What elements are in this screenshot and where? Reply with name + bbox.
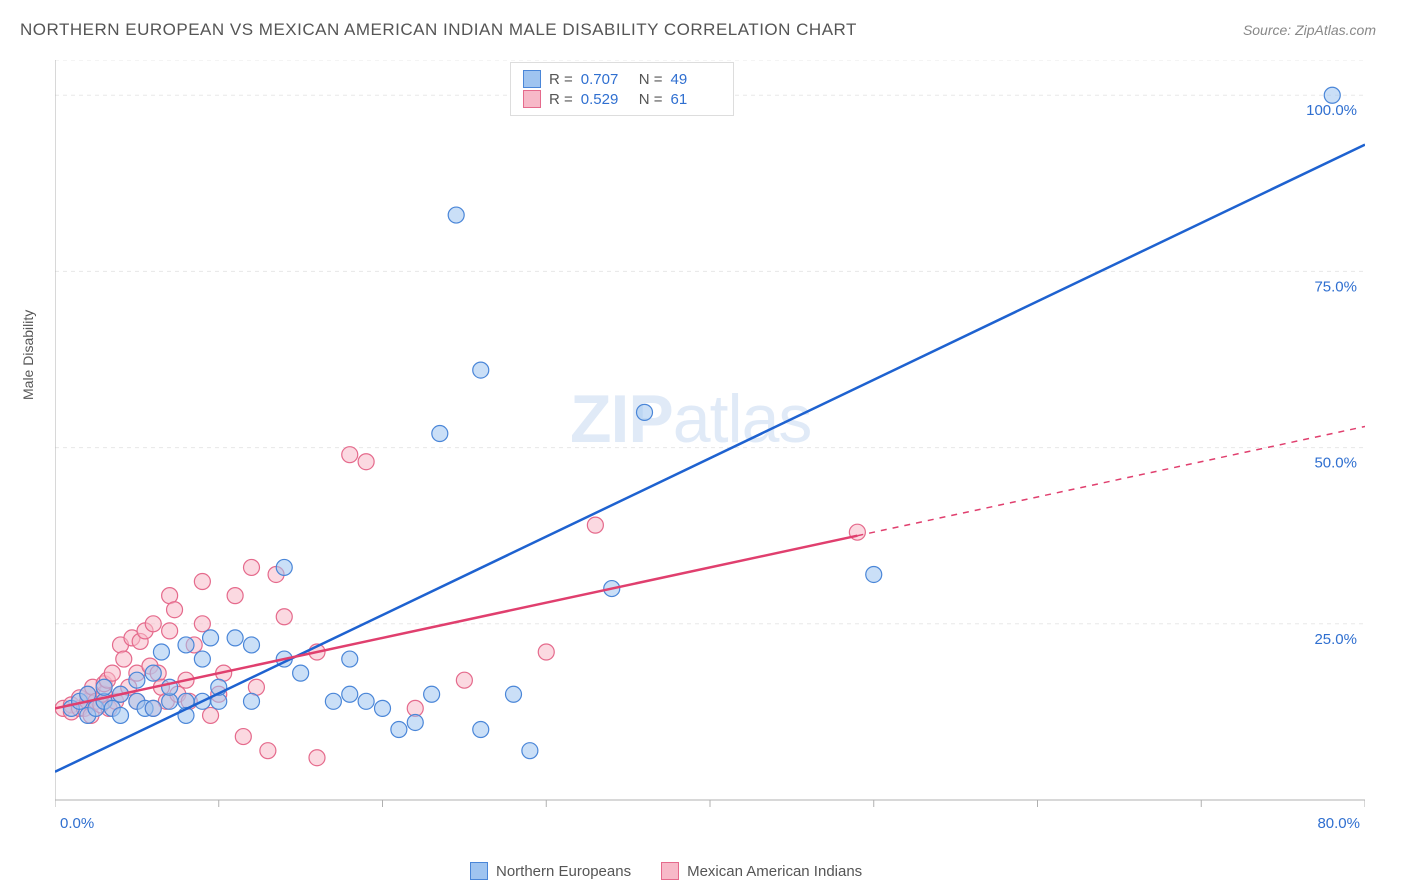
legend-row-series-1: R = 0.707 N = 49 <box>523 70 721 88</box>
r-label: R = <box>549 71 573 88</box>
legend-item-2: Mexican American Indians <box>661 862 862 880</box>
r-value-1: 0.707 <box>581 71 631 88</box>
swatch-bottom-2 <box>661 862 679 880</box>
r-label: R = <box>549 91 573 108</box>
n-label: N = <box>639 71 663 88</box>
n-value-1: 49 <box>671 71 721 88</box>
svg-text:0.0%: 0.0% <box>60 815 94 830</box>
n-value-2: 61 <box>671 91 721 108</box>
chart-title: NORTHERN EUROPEAN VS MEXICAN AMERICAN IN… <box>20 20 857 40</box>
n-label: N = <box>639 91 663 108</box>
source-attribution: Source: ZipAtlas.com <box>1243 22 1376 38</box>
svg-text:100.0%: 100.0% <box>1306 102 1357 119</box>
chart-area: 25.0% 50.0% 75.0% 100.0% 0.0% 80.0% <box>55 60 1365 830</box>
legend-item-1: Northern Europeans <box>470 862 631 880</box>
svg-text:80.0%: 80.0% <box>1317 815 1360 830</box>
swatch-series-1 <box>523 70 541 88</box>
svg-text:25.0%: 25.0% <box>1314 631 1357 648</box>
legend-label-1: Northern Europeans <box>496 863 631 880</box>
legend-series: Northern Europeans Mexican American Indi… <box>470 862 862 880</box>
svg-text:75.0%: 75.0% <box>1314 278 1357 295</box>
legend-label-2: Mexican American Indians <box>687 863 862 880</box>
swatch-series-2 <box>523 90 541 108</box>
legend-row-series-2: R = 0.529 N = 61 <box>523 90 721 108</box>
y-axis-label: Male Disability <box>20 310 36 400</box>
legend-correlation: R = 0.707 N = 49 R = 0.529 N = 61 <box>510 62 734 116</box>
swatch-bottom-1 <box>470 862 488 880</box>
r-value-2: 0.529 <box>581 91 631 108</box>
scatter-plot: 25.0% 50.0% 75.0% 100.0% 0.0% 80.0% <box>55 60 1365 830</box>
svg-text:50.0%: 50.0% <box>1314 455 1357 472</box>
